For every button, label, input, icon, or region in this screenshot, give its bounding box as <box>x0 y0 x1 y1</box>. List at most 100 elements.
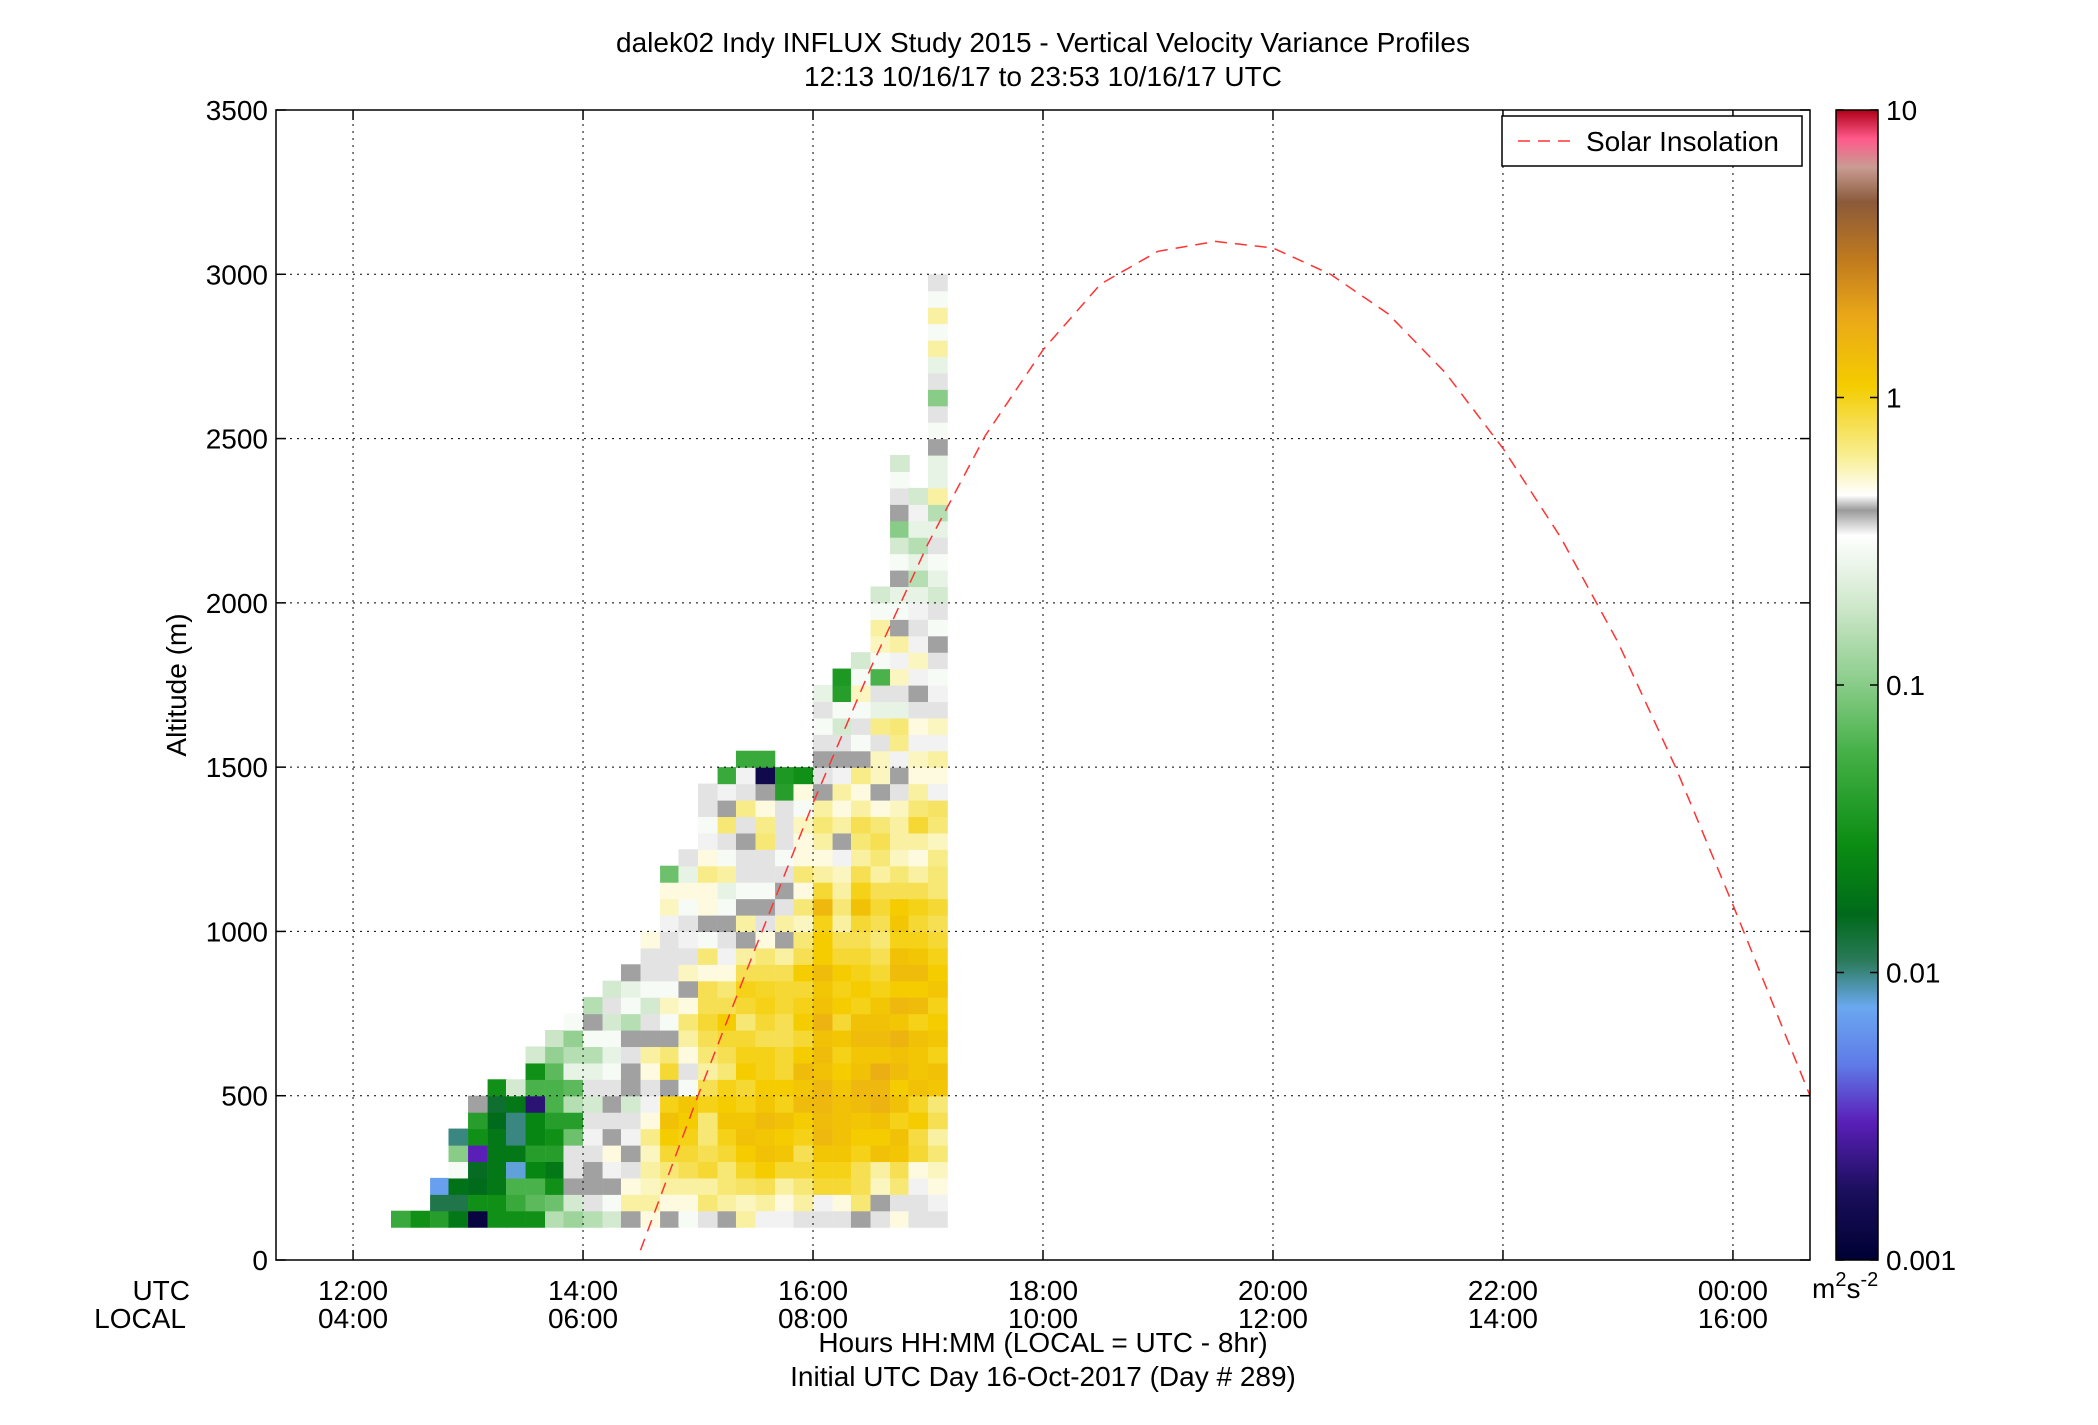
heatmap-cell <box>928 340 948 358</box>
heatmap-cell <box>775 947 795 965</box>
heatmap-cell <box>775 767 795 785</box>
heatmap-cell <box>640 1177 661 1195</box>
heatmap-cell <box>602 1013 623 1031</box>
heatmap-cell <box>813 915 833 933</box>
heatmap-cell <box>890 832 910 850</box>
heatmap-cell <box>505 1177 526 1195</box>
heatmap-cell <box>698 1046 718 1064</box>
heatmap-cell <box>735 1062 756 1080</box>
heatmap-cell <box>928 635 948 653</box>
heatmap-cell <box>775 1161 795 1179</box>
heatmap-cell <box>410 1210 431 1228</box>
heatmap-cell <box>678 1030 699 1048</box>
heatmap-cell <box>793 1030 814 1048</box>
heatmap-cell <box>850 750 871 768</box>
heatmap-cell <box>487 1079 508 1097</box>
heatmap-cell <box>525 1112 546 1130</box>
heatmap-cell <box>793 832 814 850</box>
heatmap-cell <box>678 915 699 933</box>
heatmap-cell <box>775 1194 795 1212</box>
heatmap-cell <box>850 1079 871 1097</box>
y-tick-label: 3000 <box>206 259 268 290</box>
x-tick-label-local: 10:00 <box>1008 1303 1078 1334</box>
heatmap-cell <box>660 1079 680 1097</box>
heatmap-cell <box>735 1128 756 1146</box>
heatmap-cell <box>487 1112 508 1130</box>
heatmap-cell <box>850 717 871 735</box>
heatmap-cell <box>813 898 833 916</box>
heatmap-cell <box>870 800 891 818</box>
heatmap-cell <box>850 898 871 916</box>
heatmap-cell <box>908 1194 929 1212</box>
heatmap-cell <box>563 1177 584 1195</box>
heatmap-cell <box>717 1062 738 1080</box>
x-tick-label-local: 04:00 <box>318 1303 388 1334</box>
heatmap-cell <box>793 1112 814 1130</box>
colorbar-tick-label: 10 <box>1886 95 1917 126</box>
heatmap-cell <box>583 1161 603 1179</box>
heatmap-cell <box>487 1145 508 1163</box>
heatmap-cell <box>928 356 948 374</box>
colorbar: 10 1 0.1 0.01 0.001 m2s-2 <box>1812 95 1956 1304</box>
heatmap-cell <box>928 1013 948 1031</box>
heatmap-cell <box>928 372 948 390</box>
heatmap-cell <box>793 931 814 949</box>
heatmap-cell <box>640 1145 661 1163</box>
heatmap-cell <box>928 800 948 818</box>
heatmap-cell <box>525 1128 546 1146</box>
heatmap-cell <box>832 750 853 768</box>
heatmap-cell <box>525 1079 546 1097</box>
heatmap-cell <box>755 849 776 867</box>
heatmap-cell <box>545 1194 565 1212</box>
heatmap-cell <box>870 783 891 801</box>
heatmap-cell <box>487 1095 508 1113</box>
heatmap-cell <box>602 1095 623 1113</box>
heatmap-cell <box>735 783 756 801</box>
heatmap-cell <box>620 1194 641 1212</box>
heatmap-cell <box>583 997 603 1015</box>
heatmap-cell <box>908 734 929 752</box>
heatmap-cell <box>678 882 699 900</box>
heatmap-cell <box>563 1112 584 1130</box>
heatmap-cell <box>755 865 776 883</box>
x-axis-label-secondary: Initial UTC Day 16-Oct-2017 (Day # 289) <box>790 1361 1296 1392</box>
heatmap-cell <box>813 1095 833 1113</box>
heatmap-cell <box>717 980 738 998</box>
heatmap-cell <box>602 1030 623 1048</box>
heatmap-cell <box>870 915 891 933</box>
heatmap-cell <box>813 1112 833 1130</box>
heatmap-cell <box>583 1210 603 1228</box>
heatmap-cell <box>698 1177 718 1195</box>
heatmap-cell <box>870 602 891 620</box>
heatmap-cell <box>735 865 756 883</box>
heatmap-cell <box>928 389 948 407</box>
heatmap-cell <box>735 947 756 965</box>
heatmap-cell <box>928 455 948 473</box>
heatmap-cell <box>468 1177 488 1195</box>
heatmap-cell <box>928 947 948 965</box>
heatmap-cell <box>928 685 948 703</box>
heatmap-cell <box>813 980 833 998</box>
heatmap-cell <box>890 619 910 637</box>
heatmap-cell <box>698 832 718 850</box>
colorbar-unit-base: m <box>1812 1273 1835 1304</box>
heatmap-cell <box>813 997 833 1015</box>
heatmap-cell <box>928 422 948 440</box>
heatmap-cell <box>832 1030 853 1048</box>
heatmap-cell <box>678 1161 699 1179</box>
heatmap-cell <box>850 915 871 933</box>
heatmap-cell <box>505 1145 526 1163</box>
heatmap-cell <box>468 1095 488 1113</box>
heatmap-cell <box>640 1210 661 1228</box>
heatmap-cell <box>793 1194 814 1212</box>
heatmap-cell <box>698 800 718 818</box>
heatmap-cell <box>775 931 795 949</box>
colorbar-tick-label: 0.1 <box>1886 670 1925 701</box>
heatmap-cell <box>850 882 871 900</box>
heatmap-cell <box>735 1013 756 1031</box>
heatmap-cell <box>813 931 833 949</box>
heatmap-cell <box>487 1210 508 1228</box>
heatmap-cell <box>890 537 910 555</box>
heatmap-cell <box>928 750 948 768</box>
heatmap-cell <box>908 1128 929 1146</box>
